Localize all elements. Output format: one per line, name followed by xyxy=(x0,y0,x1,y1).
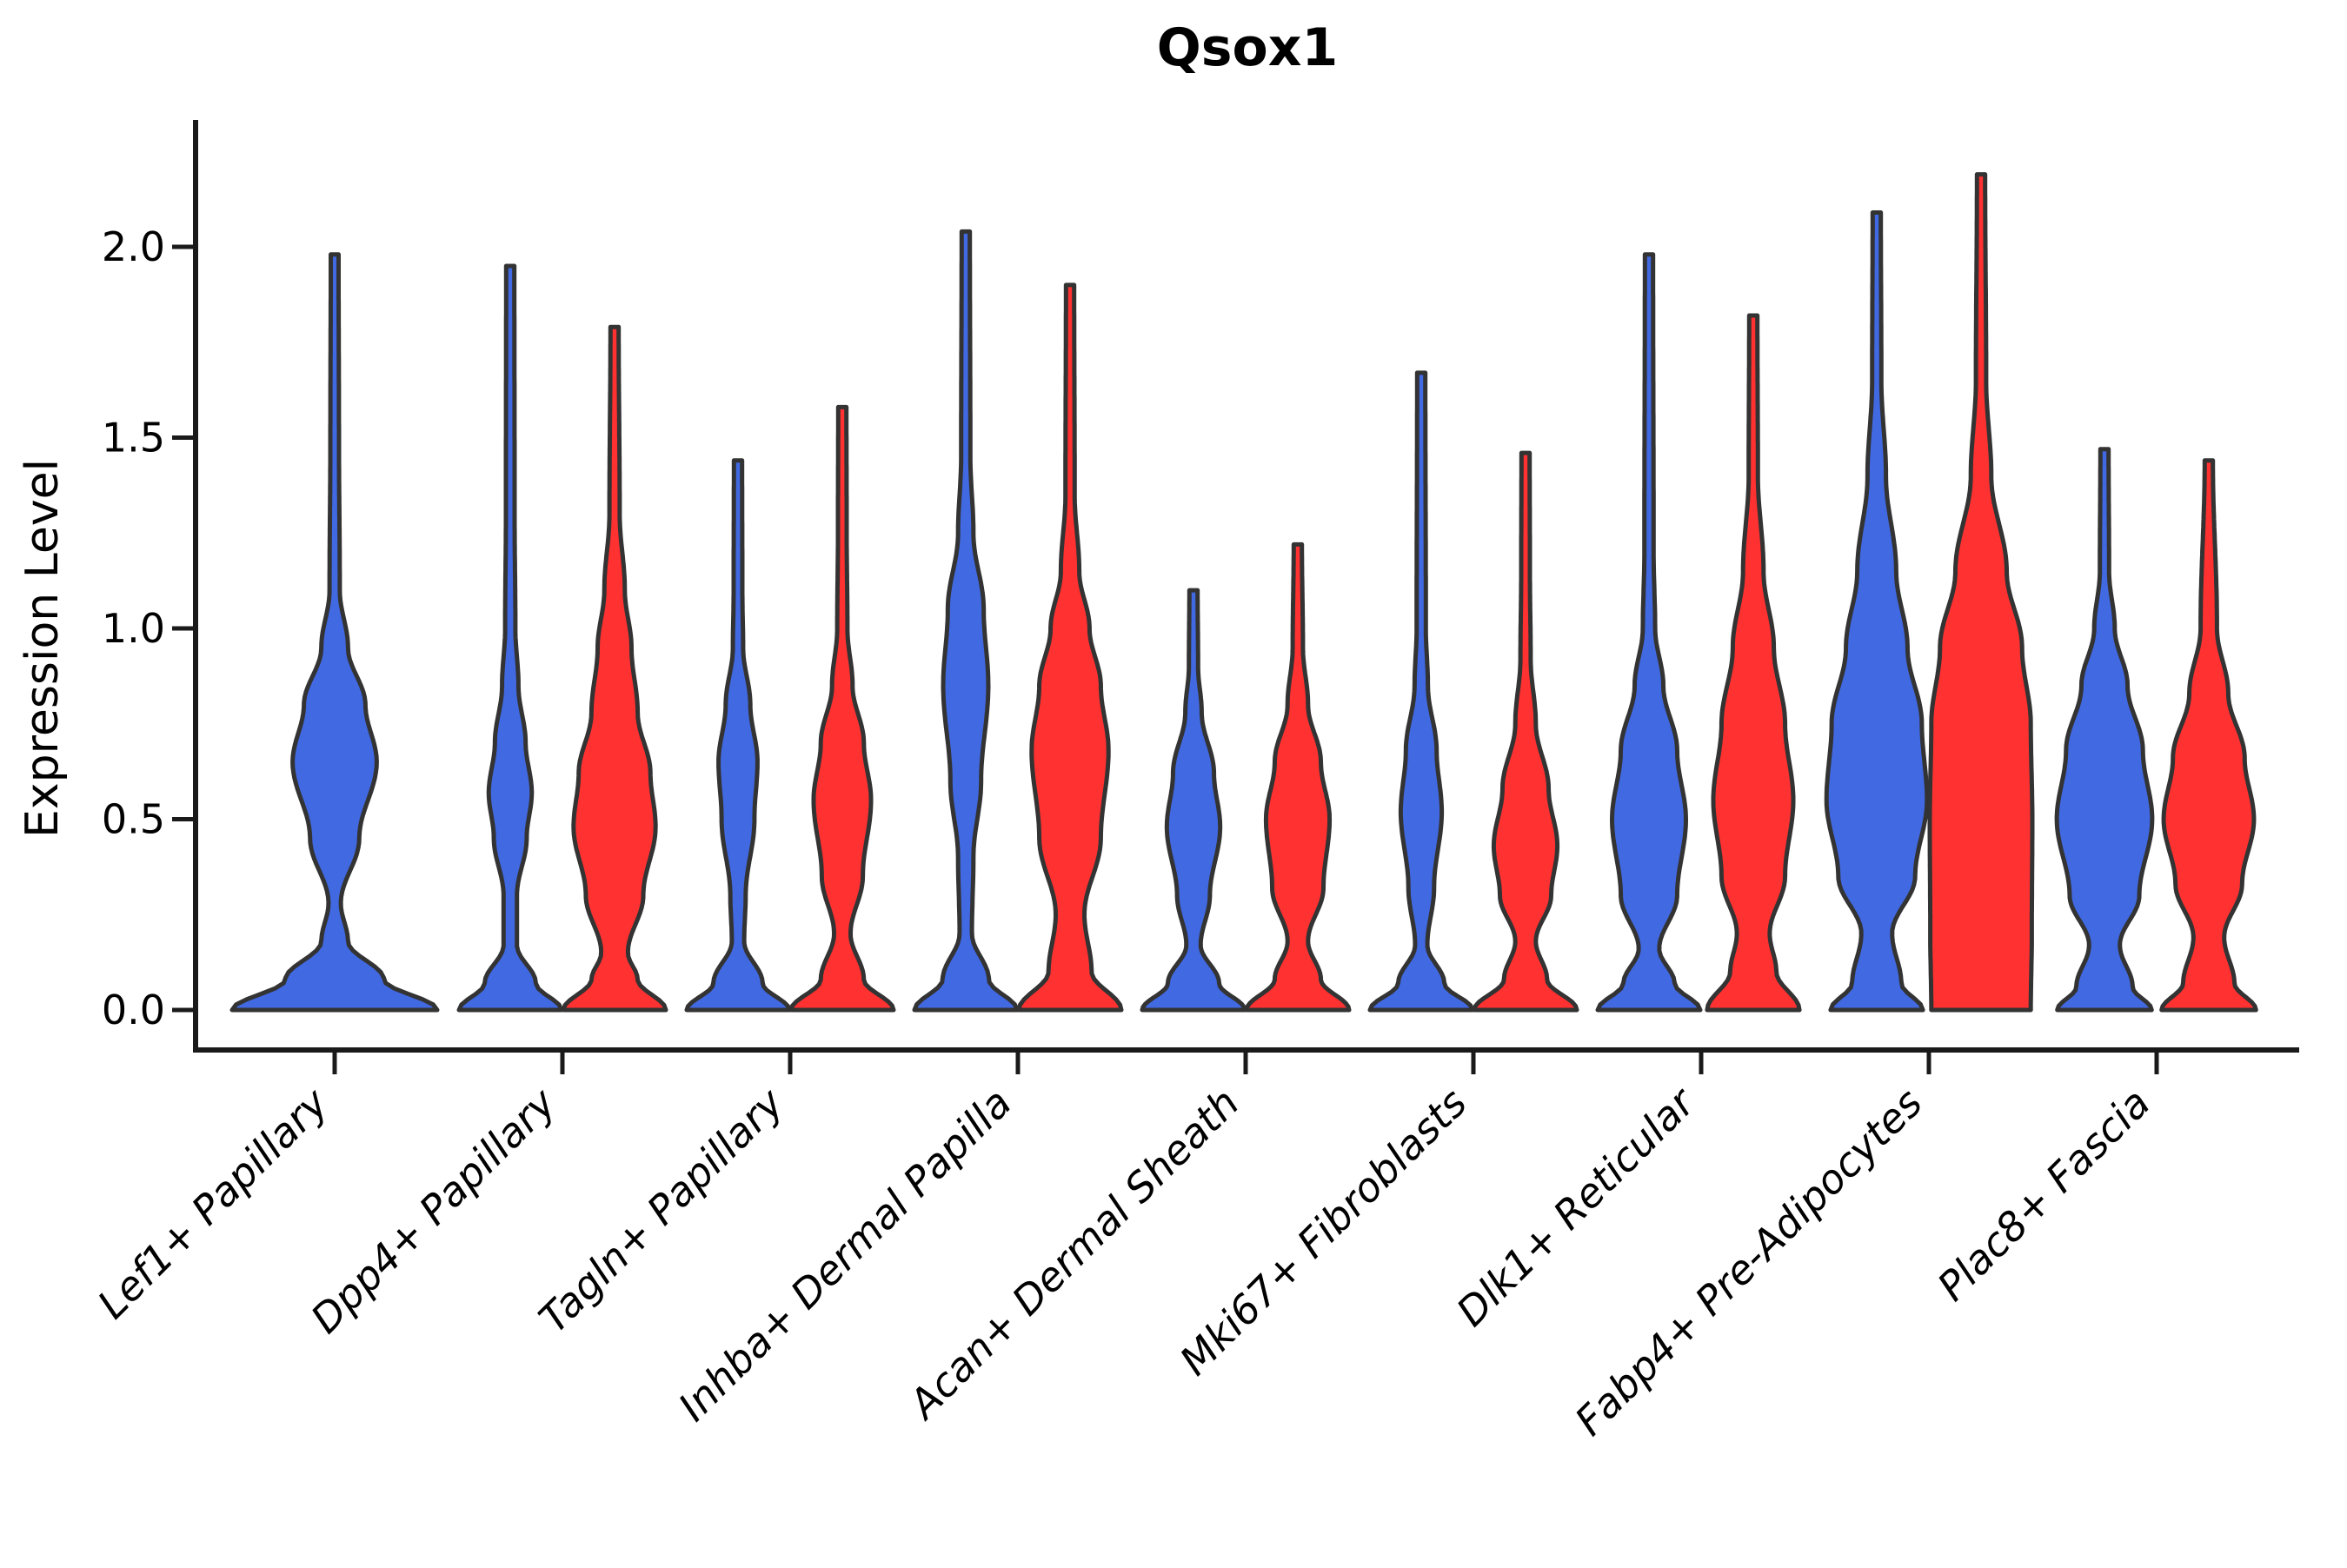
violin-2-red xyxy=(788,404,896,1013)
violin-3-red xyxy=(1016,282,1124,1013)
violin-5-blue xyxy=(1367,370,1475,1013)
violin-8-red xyxy=(2159,458,2258,1013)
violin-5-red xyxy=(1472,450,1579,1013)
violin-7-blue xyxy=(1824,210,1930,1013)
violin-6-red xyxy=(1705,313,1802,1013)
violin-3-blue xyxy=(912,229,1020,1013)
chart-title: Qsox1 xyxy=(1157,17,1338,78)
y-tick-label-4: 2.0 xyxy=(102,223,165,270)
violin-1-blue xyxy=(456,263,564,1013)
violin-0-blue xyxy=(229,252,440,1013)
violin-7-red xyxy=(1927,172,2035,1013)
y-tick-label-1: 0.5 xyxy=(102,796,165,843)
violin-2-blue xyxy=(684,458,792,1013)
violin-6-blue xyxy=(1595,252,1703,1013)
y-tick-label-2: 1.0 xyxy=(102,605,165,652)
y-tick-label-0: 0.0 xyxy=(102,987,165,1033)
violin-8-blue xyxy=(2054,447,2155,1013)
violin-4-blue xyxy=(1140,588,1247,1013)
y-axis-label: Expression Level xyxy=(17,459,69,838)
y-tick-label-3: 1.5 xyxy=(102,415,165,462)
violin-1-red xyxy=(561,324,668,1013)
violin-4-red xyxy=(1244,541,1352,1013)
violin-layer xyxy=(229,172,2258,1013)
